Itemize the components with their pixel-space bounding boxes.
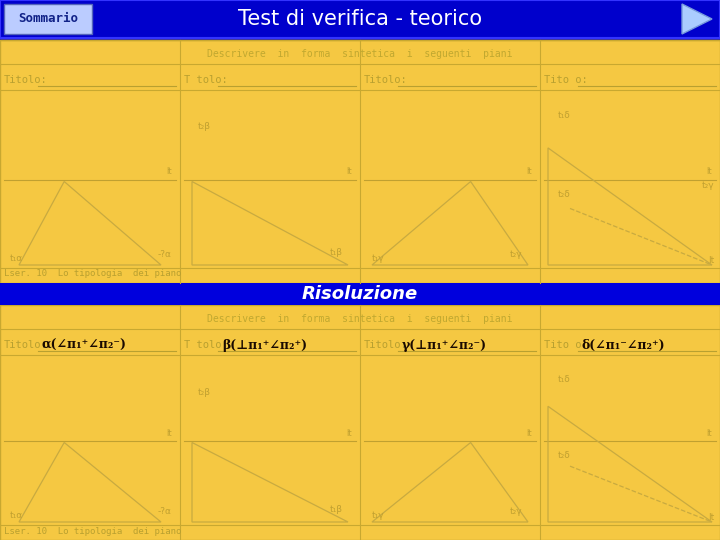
Text: t₁γ: t₁γ <box>372 511 384 520</box>
Text: lt: lt <box>166 429 172 437</box>
Text: Descrivere  in  forma  sintetica  i  seguenti  piani: Descrivere in forma sintetica i seguenti… <box>207 314 513 324</box>
Text: β(⊥π₁⁺∠π₂⁺): β(⊥π₁⁺∠π₂⁺) <box>222 339 307 352</box>
Text: t₁β: t₁β <box>330 505 343 514</box>
Bar <box>0 305 720 540</box>
Bar <box>0 283 720 305</box>
Text: t₂β: t₂β <box>198 388 211 397</box>
Text: α(∠π₁⁺∠π₂⁻): α(∠π₁⁺∠π₂⁻) <box>42 339 127 352</box>
Text: lt: lt <box>706 167 712 177</box>
Text: t₁α: t₁α <box>10 254 23 263</box>
Text: Titolo:: Titolo: <box>364 340 408 350</box>
Text: t₁γ: t₁γ <box>372 254 384 263</box>
Text: lt: lt <box>708 256 714 265</box>
Text: lt: lt <box>708 513 714 522</box>
Polygon shape <box>682 4 712 34</box>
Text: γ(⊥π₁⁺∠π₂⁻): γ(⊥π₁⁺∠π₂⁻) <box>402 339 487 352</box>
Text: t₂δ: t₂δ <box>558 451 571 460</box>
Text: Lser. 10  Lo tipologia  dei piano: Lser. 10 Lo tipologia dei piano <box>4 526 181 536</box>
Text: -?α: -?α <box>158 507 172 516</box>
Text: lt: lt <box>346 167 352 177</box>
Text: T tolo:: T tolo: <box>184 340 228 350</box>
Bar <box>0 0 720 38</box>
Text: t₂γ: t₂γ <box>510 250 523 259</box>
Bar <box>4 4 92 34</box>
Text: Risoluzione: Risoluzione <box>302 285 418 303</box>
Text: Lser. 10  Lo tipologia  dei piano: Lser. 10 Lo tipologia dei piano <box>4 269 181 279</box>
Text: t₁δ: t₁δ <box>558 111 571 119</box>
Text: T tolo:: T tolo: <box>184 75 228 85</box>
Text: -?α: -?α <box>158 250 172 259</box>
Text: Test di verifica - teorico: Test di verifica - teorico <box>238 9 482 29</box>
Text: t₂δ: t₂δ <box>558 190 571 199</box>
Text: Descrivere  in  forma  sintetica  i  seguenti  piani: Descrivere in forma sintetica i seguenti… <box>207 49 513 59</box>
Text: Titolo:: Titolo: <box>364 75 408 85</box>
Bar <box>0 40 720 283</box>
Text: t₂γ: t₂γ <box>701 180 714 190</box>
Text: Titolo:: Titolo: <box>4 75 48 85</box>
Text: lt: lt <box>706 429 712 437</box>
Text: t₂γ: t₂γ <box>510 507 523 516</box>
Text: lt: lt <box>526 167 532 177</box>
Text: t₁δ: t₁δ <box>558 375 571 384</box>
Text: δ(∠π₁⁻∠π₂⁺): δ(∠π₁⁻∠π₂⁺) <box>582 339 665 352</box>
Text: lt: lt <box>346 429 352 437</box>
Text: Tito o:: Tito o: <box>544 340 588 350</box>
Text: Sommario: Sommario <box>18 12 78 25</box>
Text: t₁β: t₁β <box>330 248 343 257</box>
Text: lt: lt <box>526 429 532 437</box>
Text: t₂β: t₂β <box>198 122 211 131</box>
Text: lt: lt <box>166 167 172 177</box>
Text: Tito o:: Tito o: <box>544 75 588 85</box>
Text: Titolo:: Titolo: <box>4 340 48 350</box>
Text: t₁α: t₁α <box>10 511 23 520</box>
